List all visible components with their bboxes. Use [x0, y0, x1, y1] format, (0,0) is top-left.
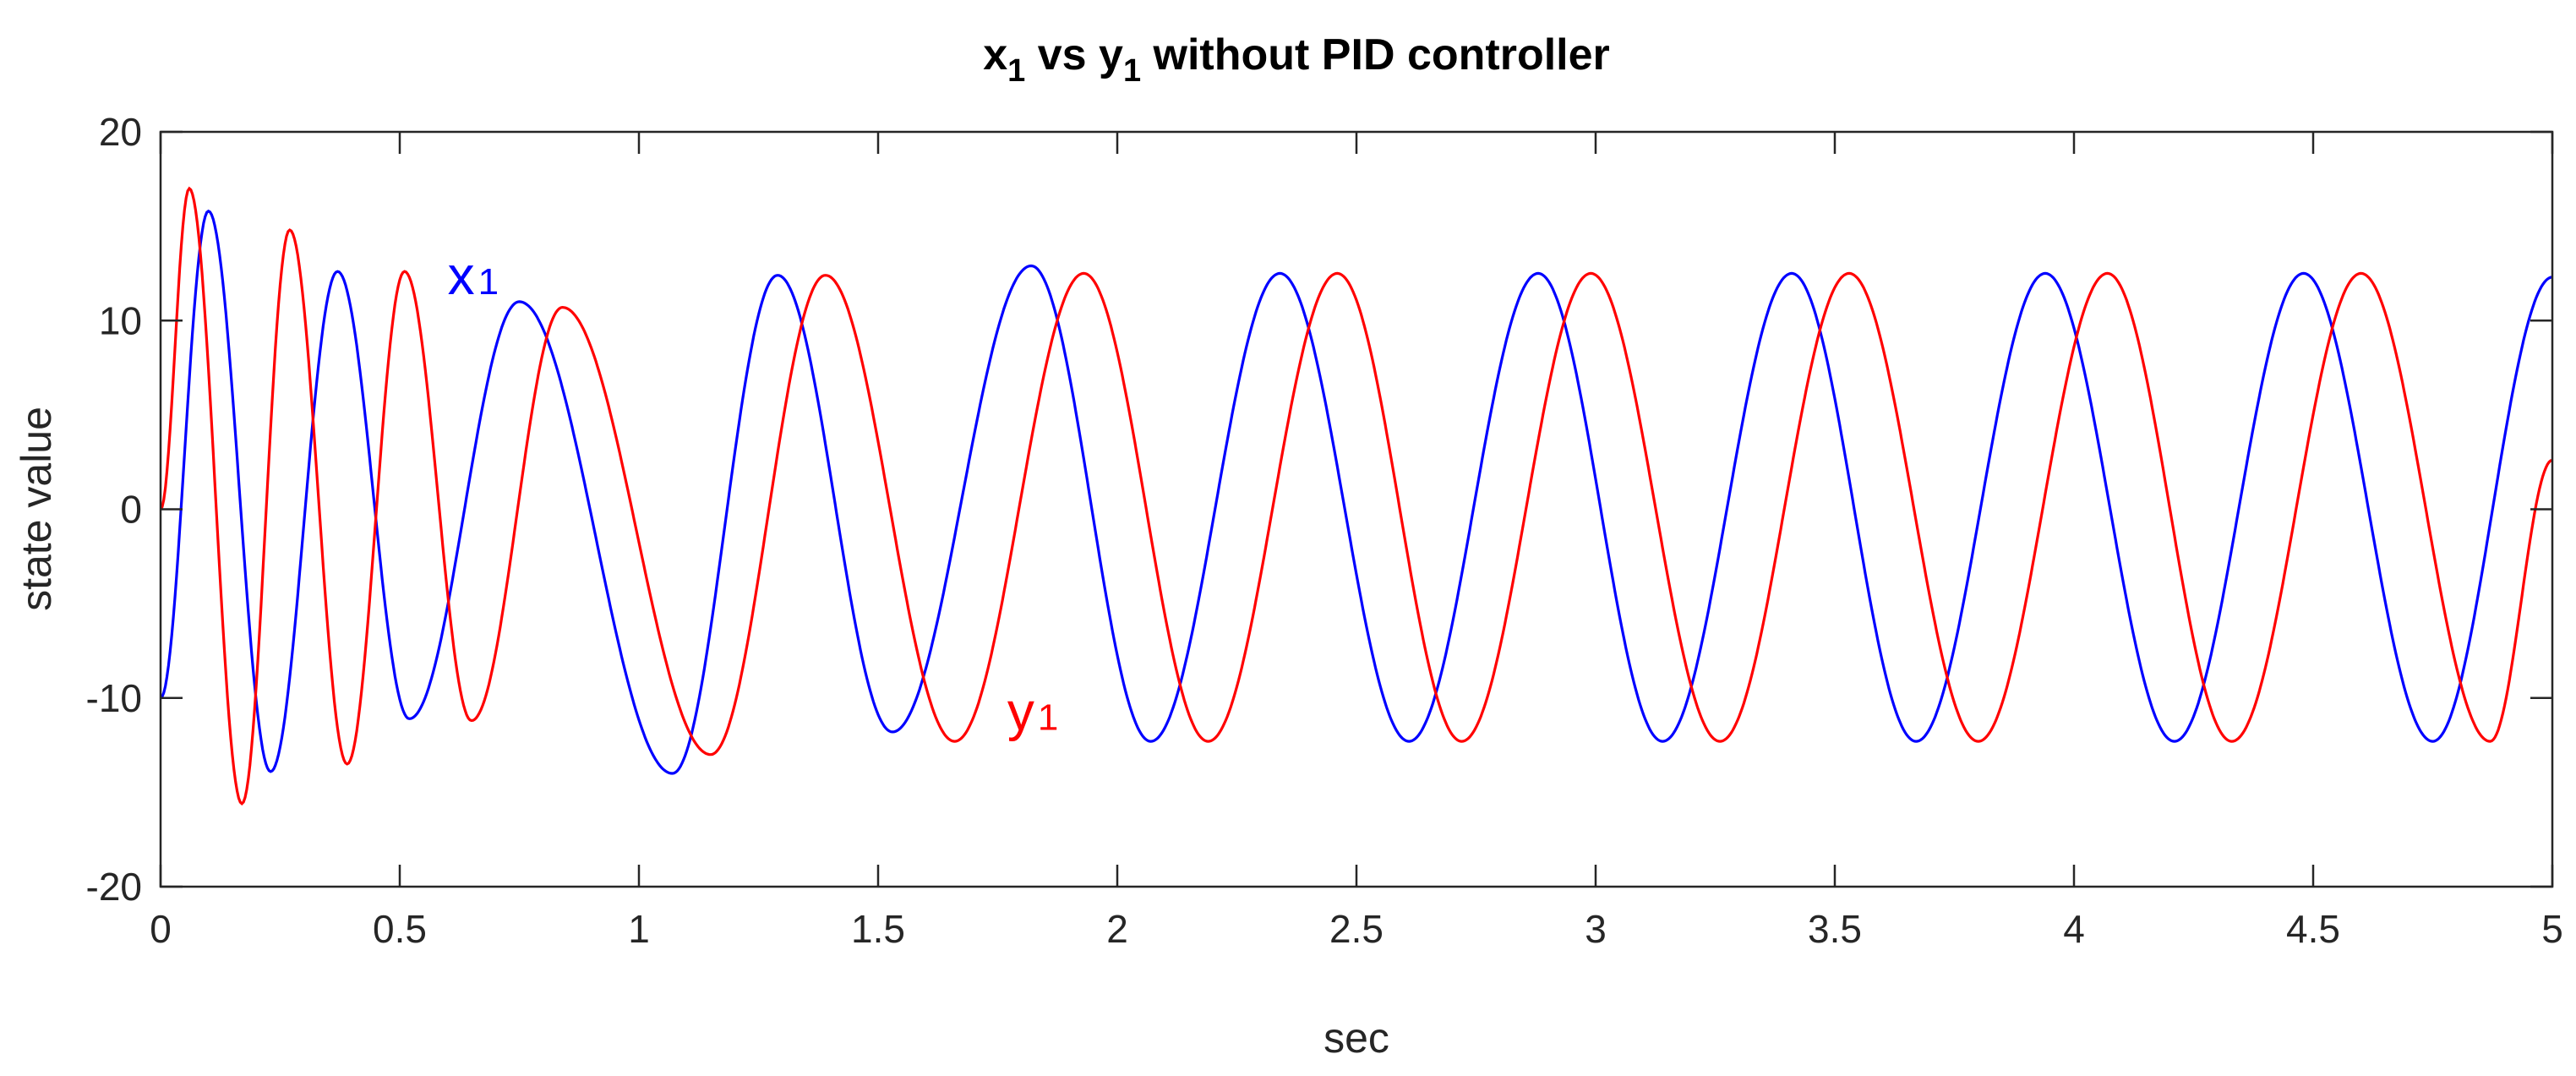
x-tick-label: 3 — [1585, 907, 1607, 951]
title-x: x — [983, 30, 1007, 79]
title-tail: without PID controller — [1141, 30, 1610, 79]
y-tick-label: -20 — [86, 865, 142, 909]
x-tick-label: 0 — [150, 907, 172, 951]
x-tick-label: 3.5 — [1808, 907, 1862, 951]
annotation-subscript: 1 — [1038, 697, 1058, 739]
x-tick-label: 2.5 — [1329, 907, 1384, 951]
y-tick-label: 20 — [99, 110, 142, 154]
x-tick-label: 1 — [628, 907, 650, 951]
title-y-subscript: 1 — [1123, 53, 1141, 89]
annotation-letter: x — [448, 245, 475, 306]
x-axis-label: sec — [1323, 1014, 1389, 1062]
tick-layer: 0 0.5 1 1.5 2 2.5 3 3.5 4 4.5 5 -20 -10 0 10 20 — [86, 110, 2563, 951]
x-tick-label: 4.5 — [2286, 907, 2340, 951]
x-tick-label: 4 — [2063, 907, 2085, 951]
y-tick-label: -10 — [86, 676, 142, 720]
y-tick-label: 0 — [120, 488, 142, 532]
series-line-1 — [161, 209, 2552, 775]
y-axis-label: state value — [13, 407, 60, 611]
x-tick-label: 2 — [1106, 907, 1128, 951]
y-tick-label: 10 — [99, 298, 142, 342]
annotation-subscript: 1 — [478, 261, 499, 303]
series-layer — [161, 186, 2552, 806]
chart-title: x1 vs y1 without PID controller — [983, 30, 1610, 89]
x-tick-label: 5 — [2541, 907, 2563, 951]
x-tick-label: 1.5 — [851, 907, 905, 951]
series-annotation-2: y1 — [1007, 681, 1058, 742]
series-line-2 — [161, 186, 2552, 806]
annotation-letter: y — [1007, 681, 1034, 742]
series-annotation-1: x1 — [448, 245, 499, 306]
x-tick-label: 0.5 — [373, 907, 427, 951]
title-x-subscript: 1 — [1007, 53, 1025, 89]
title-vs-y: vs y — [1025, 30, 1123, 79]
plot-area — [161, 132, 2552, 887]
